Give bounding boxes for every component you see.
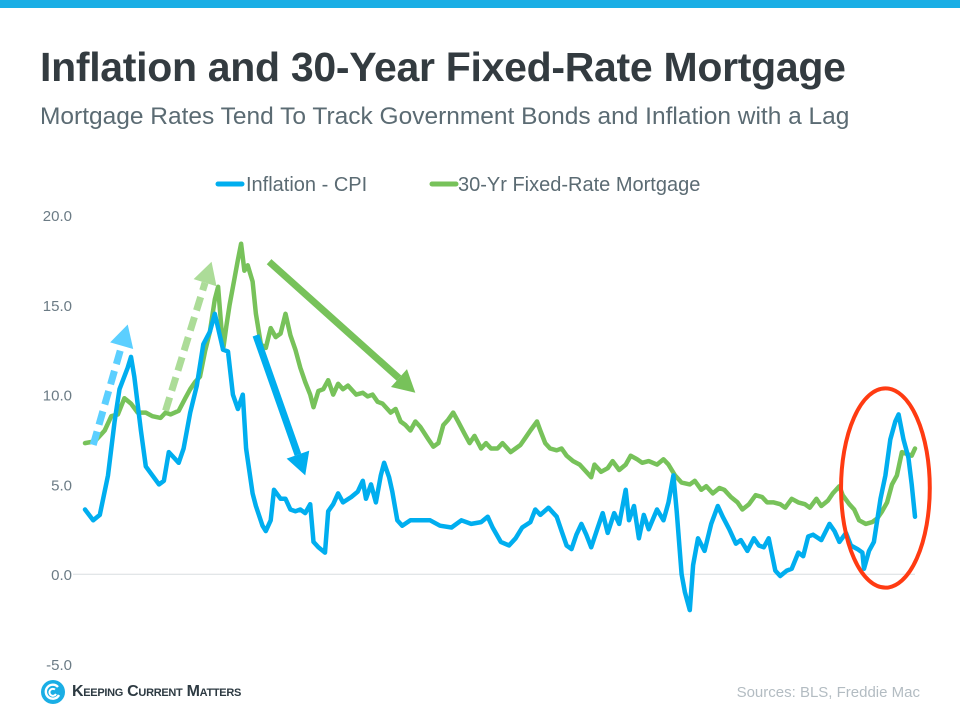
logo-text: Keeping Current Matters	[72, 683, 242, 700]
highlight-circle	[839, 386, 932, 590]
arrow-shaft	[266, 259, 402, 381]
y-tick-label: 5.0	[51, 477, 72, 494]
arrow-shaft	[252, 334, 302, 456]
y-tick-label: 20.0	[43, 208, 72, 225]
arrow-head	[193, 261, 217, 287]
trend-arrow-1	[162, 261, 217, 412]
trend-arrow-0	[89, 324, 134, 446]
legend: Inflation - CPI 30-Yr Fixed-Rate Mortgag…	[215, 174, 700, 196]
chart-subtitle: Mortgage Rates Tend To Track Government …	[40, 103, 850, 130]
arrow-head	[390, 369, 416, 393]
y-tick-label: 10.0	[43, 388, 72, 405]
arrow-head	[286, 450, 310, 476]
trend-arrow-2	[266, 259, 416, 393]
top-accent-bar	[0, 0, 960, 8]
legend-label-cpi: Inflation - CPI	[246, 174, 367, 196]
trend-arrow-3	[252, 334, 310, 476]
y-tick-label: -5.0	[46, 657, 72, 674]
arrow-shaft	[89, 344, 126, 446]
logo-swirl-icon	[41, 680, 65, 704]
sources-note: Sources: BLS, Freddie Mac	[736, 684, 920, 701]
arrow-shaft	[162, 281, 209, 412]
chart-title: Inflation and 30-Year Fixed-Rate Mortgag…	[40, 44, 846, 90]
y-tick-label: 0.0	[51, 567, 72, 584]
logo: Keeping Current Matters	[40, 679, 241, 705]
series-line-mortgage	[82, 241, 918, 527]
arrow-head	[110, 324, 134, 350]
legend-label-mortgage: 30-Yr Fixed-Rate Mortgage	[458, 174, 700, 196]
series-line-cpi	[82, 311, 918, 613]
y-tick-label: 15.0	[43, 298, 72, 315]
